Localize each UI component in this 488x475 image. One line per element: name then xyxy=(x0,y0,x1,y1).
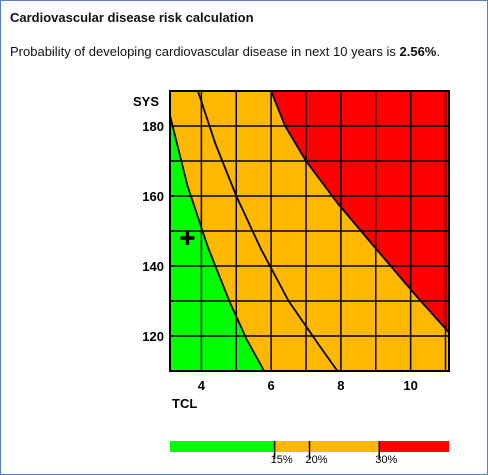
risk-zone-low xyxy=(170,115,265,371)
legend-tick-label: 30% xyxy=(375,454,397,466)
result-prefix: Probability of developing cardiovascular… xyxy=(10,44,400,59)
x-tick-label: 8 xyxy=(337,378,344,393)
contour-20pct xyxy=(197,91,339,371)
legend-bar-segment xyxy=(170,441,275,452)
contour-30pct xyxy=(270,91,449,334)
legend-tick-label: 15% xyxy=(271,454,293,466)
x-tick-label: 10 xyxy=(403,378,417,393)
y-tick-label: 120 xyxy=(142,329,164,344)
x-axis-label: TCL xyxy=(172,396,197,411)
y-tick-label: 160 xyxy=(142,189,164,204)
y-axis-label: SYS xyxy=(133,94,159,109)
patient-position-marker xyxy=(180,231,195,245)
y-tick-label: 180 xyxy=(142,119,164,134)
panel-title: Cardiovascular disease risk calculation xyxy=(10,10,254,25)
y-tick-label: 140 xyxy=(142,259,164,274)
result-text: Probability of developing cardiovascular… xyxy=(10,44,440,59)
legend-bar-segment xyxy=(379,441,449,452)
result-suffix: . xyxy=(436,44,440,59)
legend-bar-segment xyxy=(274,441,380,452)
contour-15pct xyxy=(170,115,265,371)
legend-tick-label: 20% xyxy=(306,454,328,466)
x-tick-label: 4 xyxy=(198,378,206,393)
risk-percentage: 2.56% xyxy=(399,44,437,59)
plot-border xyxy=(169,90,450,372)
x-tick-label: 6 xyxy=(268,378,275,393)
